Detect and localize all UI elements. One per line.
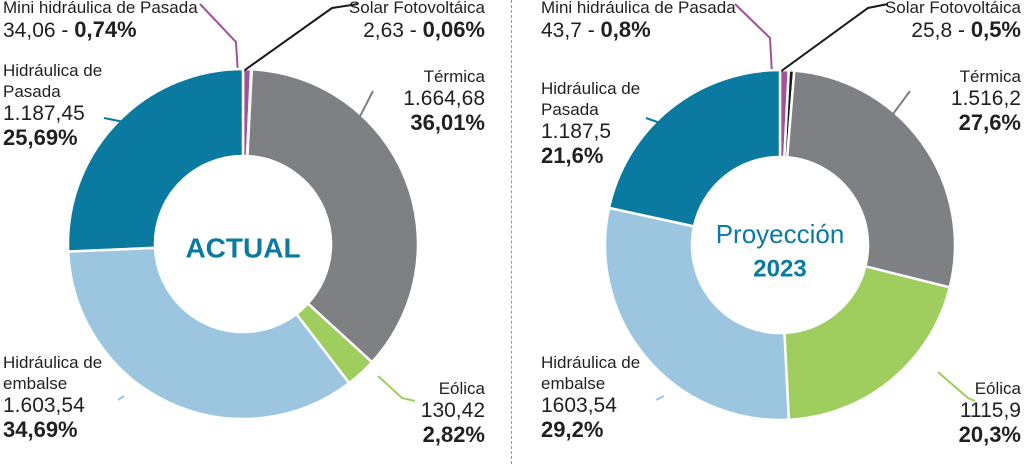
slice-value: 1.603,54 (3, 394, 85, 417)
donut-chart-1: ACTUAL (66, 3, 420, 421)
leader-line-hidraulica-de-pasada (103, 117, 125, 123)
slice-hidraulica-de-pasada (66, 67, 245, 253)
leader-line-termica (889, 90, 911, 119)
slice-name: Hidráulica de embalse (3, 353, 103, 393)
leader-line-mini-hidraulica-de-pasada (199, 3, 239, 76)
slice-percent: 0,5% (970, 17, 1021, 42)
slice-value: 1603,54 (541, 394, 617, 417)
slice-percent: 36,01% (410, 110, 485, 135)
slice-percent: 27,6% (958, 110, 1021, 135)
slice-percent: 2,82% (422, 422, 485, 447)
slice-value: 1.516,2 (950, 87, 1021, 110)
label-hidraulica-de-embalse: Hidráulica de embalse 1.603,54 34,69% (3, 352, 123, 443)
slice-value: 43,7 (541, 19, 582, 42)
slice-name: Hidráulica de Pasada (3, 61, 103, 101)
slice-name: Solar Fotovoltáica (348, 0, 485, 17)
slice-percent: 0,8% (600, 17, 651, 42)
slice-name: Térmica (423, 67, 485, 86)
slice-name: Hidráulica de Pasada (541, 79, 641, 119)
slice-percent: 29,2% (541, 417, 604, 442)
leader-line-termica (353, 90, 374, 129)
slice-name: Solar Fotovoltáica (884, 0, 1021, 17)
slice-percent: 0,74% (74, 17, 137, 42)
slice-hidraulica-de-embalse (66, 246, 351, 421)
leader-line-hidraulica-de-embalse (117, 395, 125, 401)
slice-name: Mini hidráulica de Pasada (3, 0, 198, 17)
slice-value: 130,42 (420, 399, 485, 422)
label-eolica: Eólica 130,42 2,82% (365, 378, 485, 448)
label-eolica: Eólica 1115,9 20,3% (901, 378, 1021, 448)
leader-line-mini-hidraulica-de-pasada (734, 3, 773, 75)
slice-value: 1.187,45 (3, 102, 85, 125)
leader-line-hidraulica-de-embalse (655, 395, 665, 401)
slice-termica (246, 67, 420, 365)
label-mini-hidraulica-de-pasada: Mini hidráulica de Pasada 43,7 - 0,8% (541, 0, 736, 43)
label-termica: Térmica 1.664,68 36,01% (365, 66, 485, 136)
slice-name: Hidráulica de embalse (541, 353, 641, 393)
slice-hidraulica-de-embalse (603, 206, 791, 422)
leader-line-hidraulica-de-pasada (645, 117, 664, 125)
leader-line-eolica (377, 375, 416, 402)
slice-name: Eólica (974, 379, 1021, 398)
donut-chart-2: Proyección 2023 (603, 3, 976, 422)
slice-name: Mini hidráulica de Pasada (541, 0, 736, 17)
slice-termica (785, 69, 957, 289)
label-hidraulica-de-pasada: Hidráulica de Pasada 1.187,5 21,6% (541, 78, 661, 169)
dashed-divider (511, 0, 512, 464)
slice-percent: 0,06% (422, 17, 485, 42)
slice-value: 1.664,68 (403, 87, 485, 110)
slice-value: 1.187,5 (541, 120, 612, 143)
label-solar-fotovoltaica: Solar Fotovoltáica 2,63 - 0,06% (349, 0, 485, 43)
slice-percent: 34,69% (3, 417, 78, 442)
slice-value: 34,06 (3, 19, 56, 42)
center-label-1-1: ACTUAL (185, 232, 300, 263)
center-label-2-2: 2023 (753, 255, 806, 282)
slice-percent: 25,69% (3, 125, 78, 150)
label-hidraulica-de-embalse: Hidráulica de embalse 1603,54 29,2% (541, 352, 661, 443)
label-mini-hidraulica-de-pasada: Mini hidráulica de Pasada 34,06 - 0,74% (3, 0, 198, 43)
slice-percent: 20,3% (958, 422, 1021, 447)
slice-name: Térmica (959, 67, 1021, 86)
leader-line-eolica (937, 371, 976, 402)
center-label-2-1: Proyección (716, 219, 845, 249)
slice-value: 2,63 (363, 19, 404, 42)
slice-percent: 21,6% (541, 143, 604, 168)
label-hidraulica-de-pasada: Hidráulica de Pasada 1.187,45 25,69% (3, 60, 123, 151)
slice-value: 25,8 (911, 19, 953, 42)
slice-name: Eólica (438, 379, 485, 398)
slice-eolica (783, 264, 952, 422)
label-solar-fotovoltaica: Solar Fotovoltáica 25,8 - 0,5% (885, 0, 1021, 43)
slice-hidraulica-de-pasada (607, 68, 782, 228)
label-termica: Térmica 1.516,2 27,6% (901, 66, 1021, 136)
slice-value: 1115,9 (959, 399, 1021, 422)
